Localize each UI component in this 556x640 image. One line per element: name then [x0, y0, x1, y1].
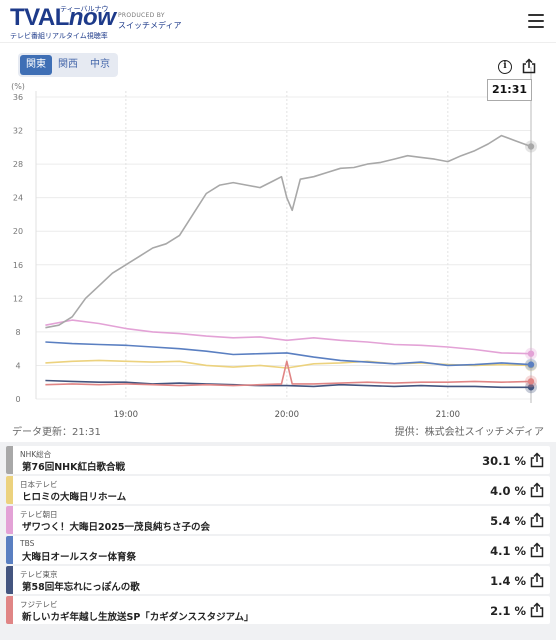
endpoint-dot — [527, 378, 535, 385]
hamburger-menu-icon[interactable] — [528, 14, 544, 28]
producer-label: PRODUCED BY — [118, 12, 165, 19]
y-tick-label: 28 — [13, 160, 23, 169]
channel-name: テレビ朝日 — [20, 510, 58, 519]
rating-value: 5.4 % — [490, 514, 526, 528]
program-title: 第76回NHK紅白歌合戦 — [22, 462, 125, 473]
tvalnow-logo[interactable]: TVALnow ティーバルナウ テレビ番組リアルタイム視聴率 — [10, 4, 116, 41]
list-item[interactable]: 日本テレビ ヒロミの大晦日リホーム 4.0 % — [6, 476, 550, 504]
rating-value: 1.4 % — [490, 574, 526, 588]
share-icon[interactable] — [530, 572, 544, 592]
program-title: ザワつく！大晦日2025一茂良純ちさ子の会 — [22, 522, 210, 533]
channel-name: テレビ東京 — [20, 570, 58, 579]
program-list: NHK総合 第76回NHK紅白歌合戦 30.1 % 日本テレビ ヒロミの大晦日リ… — [0, 442, 556, 640]
list-item[interactable]: TBS 大晦日オールスター体育祭 4.1 % — [6, 536, 550, 564]
list-item[interactable]: テレビ東京 第58回年忘れにっぽんの歌 1.4 % — [6, 566, 550, 594]
share-icon[interactable] — [530, 602, 544, 622]
x-tick-label: 20:00 — [275, 410, 300, 420]
y-tick-label: 4 — [15, 361, 20, 370]
y-tick-label: 20 — [13, 227, 23, 236]
endpoint-dot — [527, 384, 535, 391]
y-tick-label: 8 — [15, 328, 20, 337]
program-title: 新しいカギ年越し生放送SP「カギダンススタジアム」 — [22, 612, 254, 623]
list-item[interactable]: フジテレビ 新しいカギ年越し生放送SP「カギダンススタジアム」 2.1 % — [6, 596, 550, 624]
producer-name: スイッチメディア — [118, 21, 182, 30]
logo-subtitle: テレビ番組リアルタイム視聴率 — [10, 32, 108, 40]
endpoint-dot — [527, 143, 535, 150]
provider-credit: 提供：株式会社スイッチメディア — [394, 427, 544, 438]
ratings-line-chart: 0 4 8 12 16 20 24 28 32 36 (%) 19:00 20:00 21:00 — [11, 67, 537, 420]
producer-credit: PRODUCED BY スイッチメディア — [118, 12, 181, 31]
rating-value: 4.0 % — [490, 484, 526, 498]
endpoint-dot — [527, 361, 535, 368]
series-line — [45, 379, 531, 389]
program-title: ヒロミの大晦日リホーム — [22, 492, 127, 503]
channel-color-bar — [6, 596, 13, 624]
program-title: 第58回年忘れにっぽんの歌 — [22, 582, 140, 593]
y-tick-label: 0 — [15, 395, 20, 404]
y-axis-unit-label: (%) — [11, 82, 25, 91]
channel-name: 日本テレビ — [20, 480, 58, 489]
channel-color-bar — [6, 476, 13, 504]
channel-name: TBS — [20, 539, 35, 548]
logo-kana: ティーバルナウ — [60, 5, 109, 13]
rating-value: 2.1 % — [490, 604, 526, 618]
series-line — [45, 319, 532, 355]
y-tick-label: 36 — [13, 93, 23, 102]
logo-text-now: now — [68, 4, 116, 31]
program-title: 大晦日オールスター体育祭 — [22, 552, 137, 563]
channel-name: フジテレビ — [20, 600, 58, 609]
channel-color-bar — [6, 506, 13, 534]
endpoint-dot — [527, 350, 535, 357]
cursor-time-badge: 21:31 — [487, 79, 533, 101]
data-update-time: データ更新：21:31 — [12, 427, 101, 438]
channel-color-bar — [6, 446, 13, 474]
region-tab-group: 関東 関西 中京 — [18, 53, 118, 77]
y-tick-label: 16 — [13, 261, 23, 270]
share-icon[interactable] — [530, 542, 544, 562]
y-tick-label: 24 — [13, 194, 23, 203]
share-icon[interactable] — [522, 58, 536, 78]
share-icon[interactable] — [530, 482, 544, 502]
channel-color-bar — [6, 566, 13, 594]
x-tick-label: 19:00 — [114, 410, 139, 420]
list-item[interactable]: NHK総合 第76回NHK紅白歌合戦 30.1 % — [6, 446, 550, 474]
logo-text-tval: TVAL — [10, 4, 69, 31]
x-tick-label: 21:00 — [436, 410, 461, 420]
y-tick-label: 32 — [13, 127, 23, 136]
channel-name: NHK総合 — [20, 450, 52, 459]
app-header: TVALnow ティーバルナウ テレビ番組リアルタイム視聴率 PRODUCED … — [0, 0, 556, 42]
chart-panel: 0 4 8 12 16 20 24 28 32 36 (%) 19:00 20:00 21:00 関東 関… — [0, 42, 556, 440]
share-icon[interactable] — [530, 452, 544, 472]
tab-kansai[interactable]: 関西 — [58, 59, 78, 70]
rating-value: 4.1 % — [490, 544, 526, 558]
series-line — [45, 134, 532, 329]
share-icon[interactable] — [530, 512, 544, 532]
list-item[interactable]: テレビ朝日 ザワつく！大晦日2025一茂良純ちさ子の会 5.4 % — [6, 506, 550, 534]
info-icon[interactable]: i — [498, 60, 512, 74]
series-line — [45, 341, 532, 367]
tab-chukyo[interactable]: 中京 — [90, 59, 110, 70]
series-line — [45, 360, 532, 387]
rating-value: 30.1 % — [482, 454, 526, 468]
channel-color-bar — [6, 536, 13, 564]
y-tick-label: 12 — [13, 294, 23, 303]
logo-wordmark: TVALnow — [10, 4, 116, 31]
tab-kanto[interactable]: 関東 — [20, 55, 52, 75]
